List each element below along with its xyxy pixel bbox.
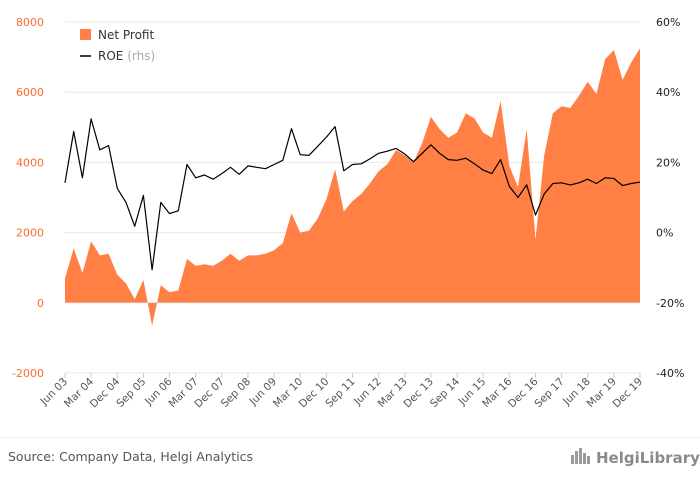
legend-label-roe: ROE (rhs) [98,49,155,63]
right-axis-tick-label: 40% [656,86,680,99]
net-profit-area [65,48,640,326]
helgi-library-logo: HelgiLibrary [570,446,700,470]
right-axis-tick-label: -40% [656,367,684,380]
left-axis-tick-label: -2000 [12,367,44,380]
chart-svg: -2000 0 2000 4000 6000 8000 -40% -20% 0% 20% 40% 60… [12,16,684,410]
x-tick-label: Sep 11 [323,376,357,410]
x-tick-label: Sep 05 [114,376,148,410]
source-note: Source: Company Data, Helgi Analytics [8,449,254,464]
left-axis-tick-label: 2000 [16,227,44,240]
right-axis-tick-label: 0% [656,227,673,240]
left-axis-tick-label: 4000 [16,156,44,169]
roe-line [64,118,641,271]
city-skyline-icon [570,447,592,469]
right-axis-tick-label: 20% [656,156,680,169]
left-axis-tick-label: 0 [37,297,44,310]
x-tick-label: Sep 08 [219,376,253,410]
left-axis-tick-label: 8000 [16,16,44,29]
right-axis-tick-label: -20% [656,297,684,310]
x-tick-label: Sep 14 [428,375,463,410]
legend-label-net-profit: Net Profit [98,28,154,42]
footer-divider [0,437,700,438]
logo-text: HelgiLibrary [596,449,700,467]
x-tick-label: Sep 17 [532,376,566,410]
right-axis-tick-label: 60% [656,16,680,29]
legend-marker-net-profit [80,29,91,40]
left-axis-tick-label: 6000 [16,86,44,99]
